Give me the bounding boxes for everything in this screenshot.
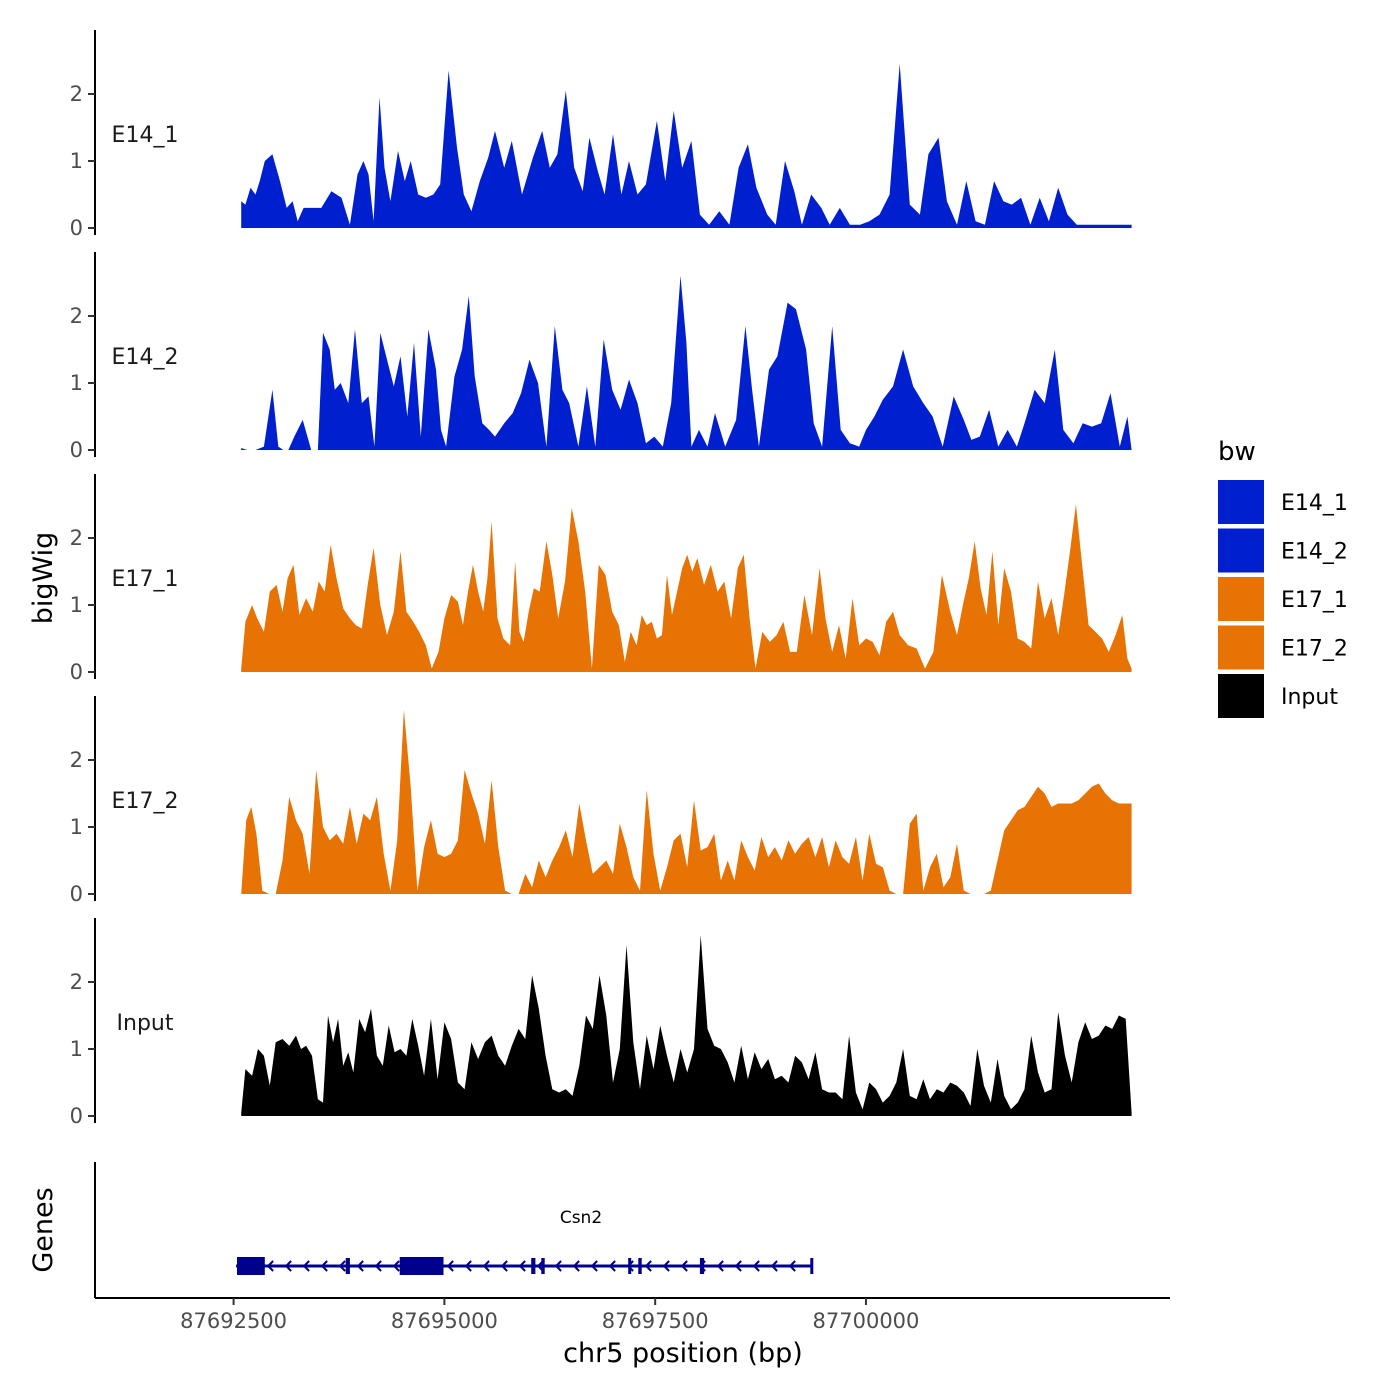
y-tick-label: 0 [70,1104,83,1128]
coverage-area-e17-1 [241,504,1132,672]
gene-exon [399,1257,444,1275]
strand-arrow [554,1260,562,1272]
legend-entry-e14-1: E14_1 [1218,480,1348,524]
y-tick-label: 0 [70,660,83,684]
x-tick-label: 87695000 [391,1309,498,1333]
y-tick-label: 2 [70,748,83,772]
strand-arrow [752,1260,760,1272]
coverage-tracks: 0 1 2 E14_1 0 1 2 E14_2 0 1 2 E17_1 0 1 2 E17_2 0 1 2 Input [70,30,1132,1128]
y-tick-label: 2 [70,970,83,994]
track-label: E17_1 [112,567,179,592]
gene-exon [237,1257,265,1275]
legend-label: E14_1 [1281,491,1348,516]
strand-arrow [644,1260,652,1272]
legend-title: bw [1218,437,1256,467]
legend-entry-input: Input [1218,674,1338,718]
y-tick-label: 2 [70,526,83,550]
x-tick-label: 87700000 [813,1309,920,1333]
x-axis-title: chr5 position (bp) [563,1338,803,1369]
legend-label: Input [1281,685,1338,710]
strand-arrow [374,1260,382,1272]
y-tick-label: 1 [70,593,83,617]
x-axis-ticks: 87692500 87695000 87697500 87700000 [180,1298,919,1333]
y-tick-label: 2 [70,304,83,328]
strand-arrow [518,1260,526,1272]
strand-arrow [338,1260,346,1272]
strand-arrow [716,1260,724,1272]
legend-swatch [1218,528,1264,573]
gene-exon [628,1258,632,1274]
gene-exon [531,1258,536,1274]
x-tick-label: 87697500 [602,1309,709,1333]
gene-name-label: Csn2 [560,1208,602,1228]
track-label: Input [117,1011,174,1036]
legend-label: E17_2 [1281,637,1348,662]
y-tick-label: 1 [70,371,83,395]
strand-arrow [482,1260,490,1272]
y-tick-label: 1 [70,1037,83,1061]
strand-arrow [590,1260,598,1272]
y-tick-label: 2 [70,82,83,106]
coverage-area-e14-1 [241,63,1132,228]
strand-arrow [302,1260,310,1272]
legend-entry-e17-1: E17_1 [1218,577,1348,621]
gene-track-label: Genes [28,1187,59,1272]
track-label: E14_1 [112,123,179,148]
legend-label: E17_1 [1281,588,1348,613]
strand-arrow [572,1260,580,1272]
track-e17-1: 0 1 2 E17_1 [70,474,1132,684]
strand-arrow [788,1260,796,1272]
strand-arrow [446,1260,454,1272]
x-tick-label: 87692500 [180,1309,287,1333]
strand-arrow [356,1260,364,1272]
gene-exon [638,1258,642,1274]
strand-arrow [320,1260,328,1272]
strand-arrow [626,1260,634,1272]
y-tick-label: 1 [70,815,83,839]
legend-swatch [1218,674,1264,718]
coverage-area-input [241,935,1132,1116]
strand-arrow [266,1260,274,1272]
strand-arrow [734,1260,742,1272]
strand-arrow [770,1260,778,1272]
track-label: E17_2 [112,789,179,814]
gene-track: Csn2 [236,1208,814,1275]
gene-exon [345,1258,350,1274]
legend-label: E14_2 [1281,540,1348,565]
legend: bw E14_1 E14_2 E17_1 E17_2 Input [1218,437,1348,718]
track-label: E14_2 [112,345,179,370]
gene-exon [699,1258,705,1274]
gene-exon [810,1258,814,1274]
legend-entry-e17-2: E17_2 [1218,625,1348,670]
y-tick-label: 0 [70,438,83,462]
strand-arrow [500,1260,508,1272]
legend-swatch [1218,480,1264,524]
track-input: 0 1 2 Input [70,918,1132,1128]
track-e14-2: 0 1 2 E14_2 [70,252,1132,462]
strand-arrow [464,1260,472,1272]
strand-arrow [284,1260,292,1272]
y-tick-label: 0 [70,882,83,906]
legend-swatch [1218,577,1264,621]
y-tick-label: 0 [70,216,83,240]
strand-arrow [392,1260,400,1272]
track-e14-1: 0 1 2 E14_1 [70,30,1132,240]
strand-arrow [662,1260,670,1272]
strand-arrow [608,1260,616,1272]
legend-swatch [1218,625,1264,670]
y-axis-title: bigWig [28,532,59,625]
strand-arrow [680,1260,688,1272]
legend-entry-e14-2: E14_2 [1218,528,1348,573]
coverage-area-e17-2 [241,709,1132,894]
track-e17-2: 0 1 2 E17_2 [70,696,1132,906]
gene-exon [541,1258,545,1274]
y-tick-label: 1 [70,149,83,173]
coverage-area-e14-2 [241,275,1132,450]
